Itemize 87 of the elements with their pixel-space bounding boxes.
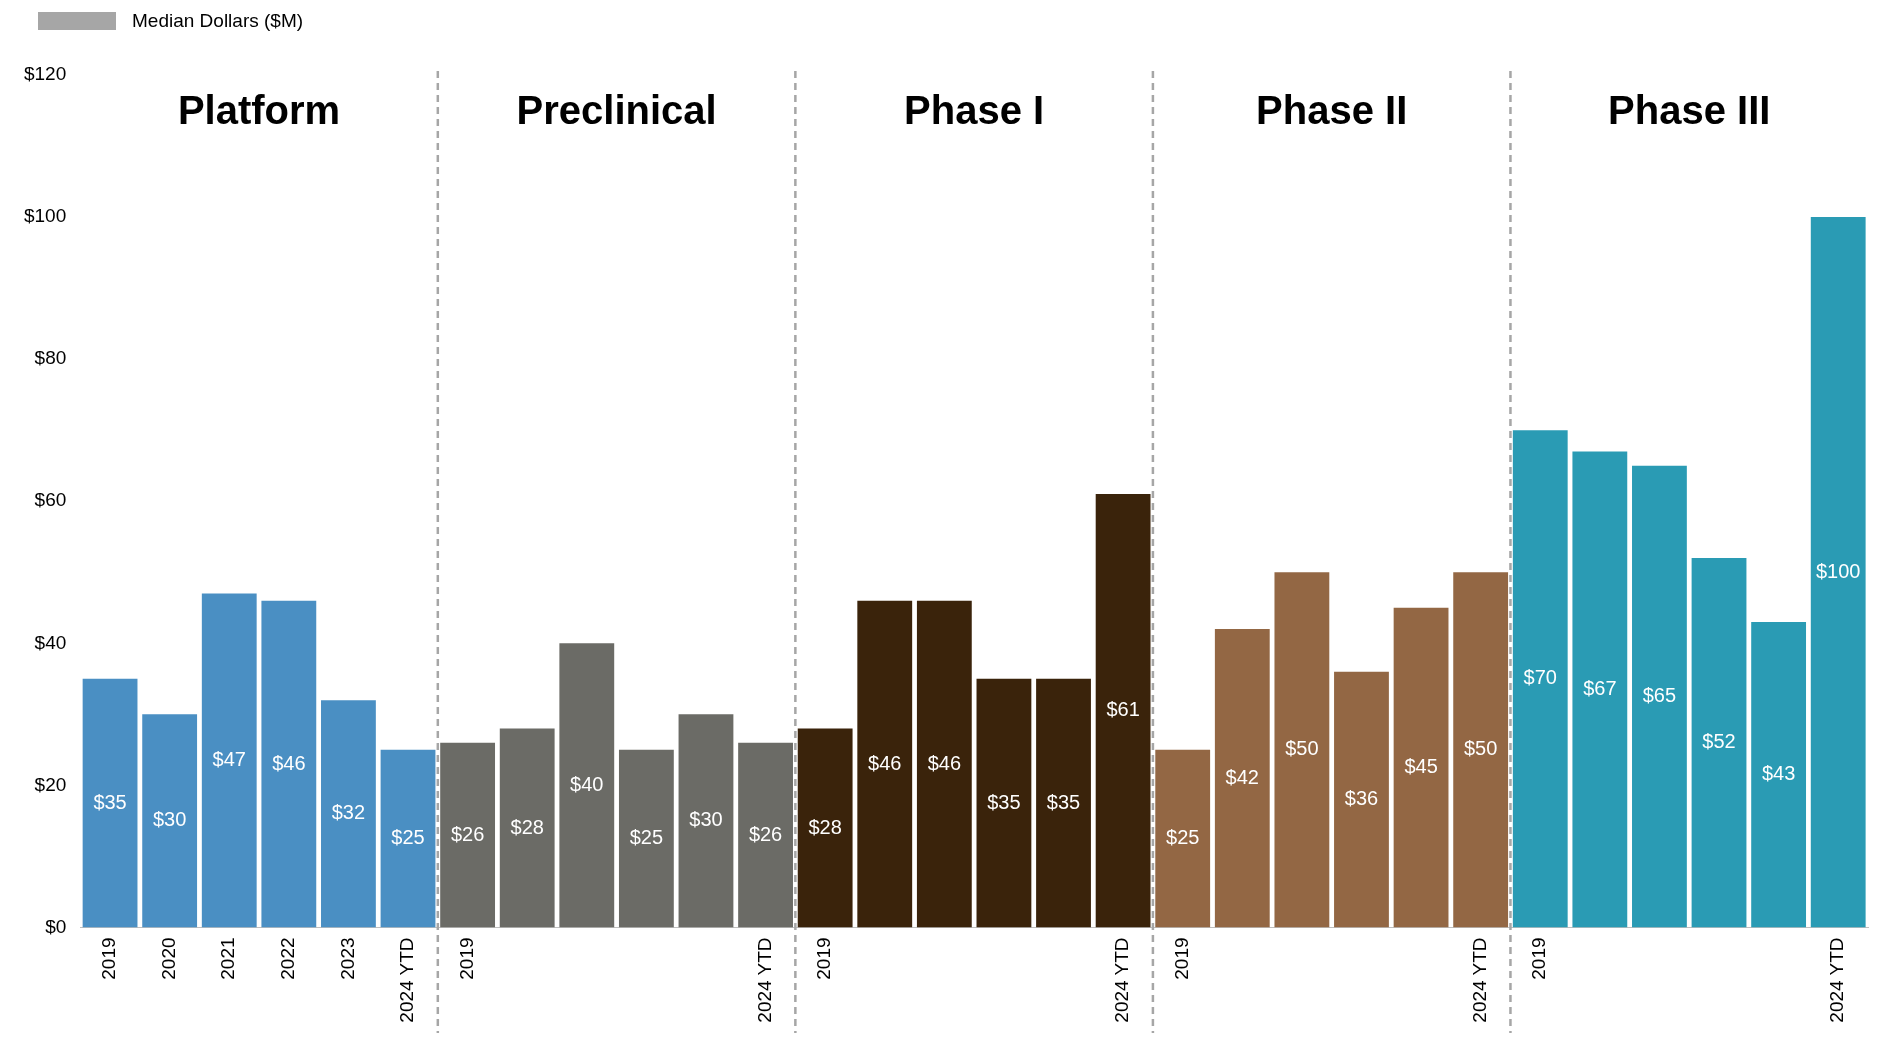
y-tick-label: $40 bbox=[34, 631, 67, 653]
x-tick-label: 2024 YTD bbox=[1111, 937, 1133, 1023]
bar bbox=[1095, 494, 1151, 928]
bar bbox=[678, 714, 734, 928]
data-label: $45 bbox=[1404, 755, 1438, 778]
data-label: $28 bbox=[808, 815, 842, 838]
annotation: Platform bbox=[177, 88, 341, 133]
data-label: $52 bbox=[1702, 730, 1736, 753]
bar bbox=[1632, 465, 1687, 928]
bar bbox=[499, 728, 555, 928]
bar bbox=[797, 728, 853, 928]
data-label: $50 bbox=[1285, 737, 1319, 760]
bar bbox=[1214, 629, 1270, 928]
bar bbox=[1691, 558, 1747, 928]
data-label: $67 bbox=[1583, 676, 1617, 699]
data-label: $35 bbox=[987, 790, 1021, 813]
data-label: $35 bbox=[93, 790, 127, 813]
bar bbox=[1512, 430, 1568, 928]
data-label: $25 bbox=[1166, 826, 1200, 849]
x-tick-label: 2021 bbox=[217, 937, 239, 980]
x-tick-label: 2024 YTD bbox=[753, 937, 775, 1023]
x-tick-label: 2019 bbox=[1170, 937, 1192, 980]
bar bbox=[559, 643, 615, 928]
x-tick-label: 2024 YTD bbox=[1468, 937, 1490, 1023]
x-tick-label: 2019 bbox=[98, 937, 120, 980]
bar bbox=[1155, 749, 1211, 928]
x-tick-label: 2019 bbox=[455, 937, 477, 980]
data-label: $47 bbox=[212, 748, 246, 771]
bar bbox=[1036, 678, 1091, 928]
bar bbox=[1572, 451, 1628, 928]
x-tick-label: 2024 YTD bbox=[1826, 937, 1848, 1023]
data-label: $35 bbox=[1046, 790, 1081, 813]
data-label: $42 bbox=[1225, 765, 1259, 788]
bar bbox=[738, 742, 793, 928]
data-label: $25 bbox=[391, 826, 425, 849]
data-label: $30 bbox=[689, 808, 723, 831]
bar bbox=[1751, 621, 1807, 928]
x-tick-label: 2019 bbox=[1528, 937, 1550, 980]
bar bbox=[1334, 671, 1389, 928]
data-label: $25 bbox=[629, 826, 664, 849]
y-tick-label: $100 bbox=[23, 205, 67, 227]
bar bbox=[380, 749, 436, 928]
data-label: $46 bbox=[272, 751, 306, 774]
bar bbox=[618, 749, 674, 928]
data-label: $36 bbox=[1344, 787, 1379, 810]
bar bbox=[857, 600, 913, 928]
bar bbox=[1393, 607, 1449, 928]
data-label: $61 bbox=[1106, 698, 1140, 721]
y-tick-label: $20 bbox=[34, 773, 67, 795]
y-tick-label: $60 bbox=[34, 489, 67, 511]
bar bbox=[82, 678, 138, 928]
annotation: Phase I bbox=[904, 88, 1045, 133]
y-tick-label: $80 bbox=[34, 347, 67, 369]
x-tick-label: 2019 bbox=[813, 937, 835, 980]
y-tick-label: $0 bbox=[45, 915, 67, 937]
data-label: $65 bbox=[1642, 684, 1677, 707]
bar bbox=[1453, 572, 1509, 928]
bar bbox=[201, 593, 257, 928]
text: Median Dollars ($M) bbox=[132, 10, 304, 32]
data-label: $46 bbox=[927, 751, 962, 774]
data-label: $100 bbox=[1815, 559, 1861, 582]
bar bbox=[142, 714, 198, 928]
data-label: $26 bbox=[748, 822, 783, 845]
data-label: $43 bbox=[1761, 762, 1796, 785]
data-label: $40 bbox=[570, 772, 604, 795]
y-tick-label: $120 bbox=[23, 63, 67, 85]
data-label: $26 bbox=[450, 822, 485, 845]
x-tick-label: 2022 bbox=[277, 937, 299, 980]
bar bbox=[1274, 572, 1330, 928]
bar bbox=[976, 678, 1032, 928]
annotation: Phase II bbox=[1256, 88, 1408, 133]
x-tick-label: 2023 bbox=[336, 937, 358, 980]
data-label: $70 bbox=[1523, 666, 1557, 689]
data-label: $28 bbox=[510, 815, 544, 838]
bar bbox=[1810, 217, 1866, 928]
annotation: Phase III bbox=[1608, 88, 1771, 133]
data-label: $32 bbox=[331, 801, 366, 824]
bar bbox=[440, 742, 496, 928]
data-label: $46 bbox=[868, 751, 902, 774]
bar bbox=[916, 600, 972, 928]
data-label: $30 bbox=[152, 808, 187, 831]
x-tick-label: 2024 YTD bbox=[396, 937, 418, 1023]
bar bbox=[261, 600, 317, 928]
data-label: $50 bbox=[1463, 737, 1498, 760]
bar bbox=[321, 700, 376, 928]
x-tick-label: 2020 bbox=[157, 937, 179, 980]
annotation: Preclinical bbox=[516, 88, 717, 133]
